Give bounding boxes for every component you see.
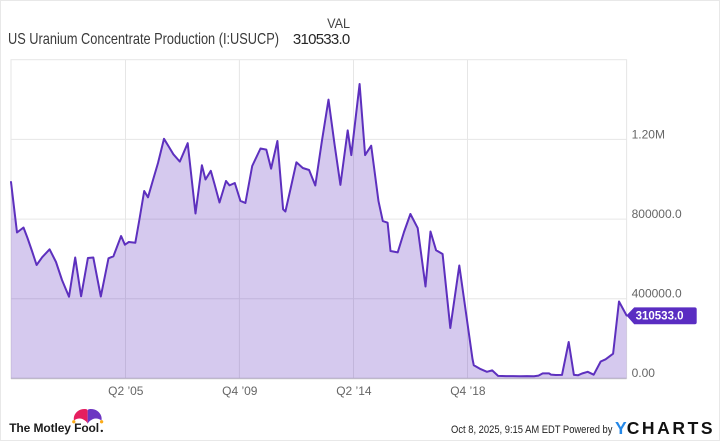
svg-text:Q4 ’09: Q4 ’09 [222, 384, 258, 398]
svg-text:0.00: 0.00 [632, 366, 656, 380]
svg-text:310533.0: 310533.0 [636, 311, 684, 323]
svg-text:Q2 ’14: Q2 ’14 [336, 384, 372, 398]
svg-text:The Motley Fool: The Motley Fool [9, 421, 99, 435]
svg-text:Q4 ’18: Q4 ’18 [450, 384, 486, 398]
svg-text:800000.0: 800000.0 [632, 207, 682, 221]
svg-text:400000.0: 400000.0 [632, 287, 682, 301]
svg-text:Q2 ’05: Q2 ’05 [108, 384, 144, 398]
svg-text:1.20M: 1.20M [632, 127, 665, 141]
